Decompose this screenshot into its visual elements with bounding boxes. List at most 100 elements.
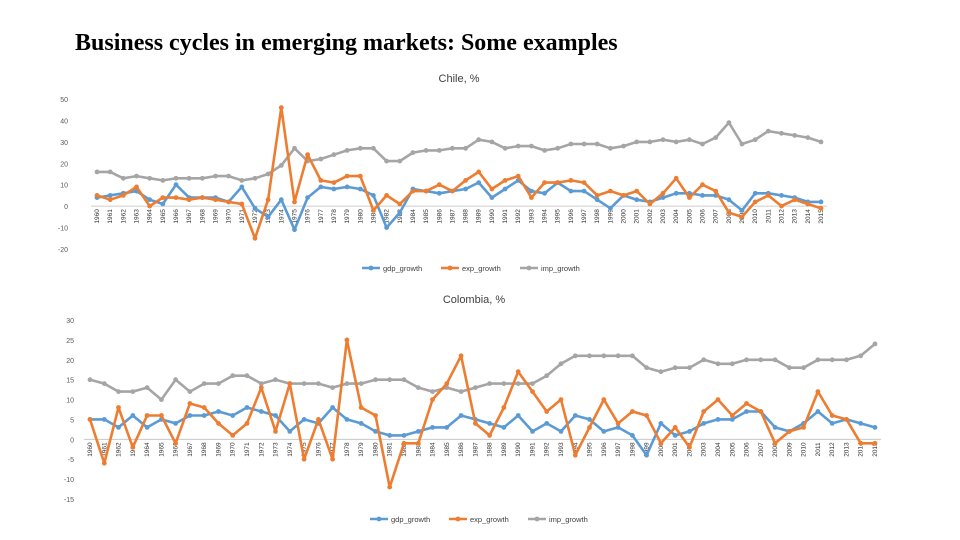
chile-x-tick-label: 1997 bbox=[581, 209, 588, 224]
colombia-point-gdp_growth bbox=[587, 417, 592, 422]
chile-point-exp_growth bbox=[371, 208, 376, 213]
colombia-legend-marker bbox=[376, 516, 382, 522]
chile-x-tick-label: 1983 bbox=[397, 209, 404, 224]
colombia-point-exp_growth bbox=[344, 337, 350, 343]
colombia-point-gdp_growth bbox=[101, 417, 107, 422]
colombia-point-imp_growth bbox=[815, 357, 821, 363]
colombia-point-imp_growth bbox=[244, 373, 250, 379]
colombia-x-tick-label: 2013 bbox=[843, 442, 850, 457]
chile-x-tick-label: 1979 bbox=[344, 209, 351, 224]
chile-point-gdp_growth bbox=[581, 188, 587, 194]
colombia-point-gdp_growth bbox=[615, 425, 621, 430]
colombia-point-imp_growth bbox=[473, 385, 478, 390]
chile-point-imp_growth bbox=[673, 139, 679, 145]
chile-point-imp_growth bbox=[239, 178, 245, 183]
colombia-point-exp_growth bbox=[473, 421, 478, 426]
colombia-point-gdp_growth bbox=[515, 413, 521, 418]
chile-x-tick-label: 2011 bbox=[765, 209, 772, 223]
colombia-x-tick-label: 1989 bbox=[501, 442, 508, 457]
colombia-point-exp_growth bbox=[615, 421, 621, 426]
chile-point-exp_growth bbox=[423, 188, 429, 194]
chile-x-tick-label: 2012 bbox=[779, 209, 786, 224]
chile-point-exp_growth bbox=[805, 201, 811, 207]
chile-point-imp_growth bbox=[226, 173, 232, 179]
chile-x-tick-label: 1960 bbox=[94, 209, 101, 224]
page-title: Business cycles in emerging markets: Som… bbox=[75, 30, 618, 56]
colombia-point-gdp_growth bbox=[401, 433, 407, 438]
chile-point-exp_growth bbox=[160, 195, 166, 200]
chile-point-exp_growth bbox=[621, 193, 626, 198]
colombia-point-imp_growth bbox=[572, 353, 578, 359]
colombia-point-exp_growth bbox=[801, 425, 806, 430]
colombia-point-exp_growth bbox=[87, 417, 93, 422]
chile-point-exp_growth bbox=[792, 197, 798, 203]
chile-point-gdp_growth bbox=[265, 214, 271, 220]
colombia-point-imp_growth bbox=[487, 381, 492, 386]
chile-point-gdp_growth bbox=[608, 205, 613, 211]
chile-point-imp_growth bbox=[199, 175, 205, 181]
colombia-x-tick-label: 2005 bbox=[729, 442, 736, 457]
chile-x-tick-label: 1978 bbox=[331, 209, 338, 224]
colombia-x-tick-label: 2012 bbox=[829, 442, 836, 457]
chile-point-exp_growth bbox=[213, 197, 218, 203]
colombia-point-gdp_growth bbox=[630, 433, 635, 438]
colombia-point-gdp_growth bbox=[858, 421, 864, 426]
colombia-point-exp_growth bbox=[159, 413, 164, 418]
colombia-x-tick-label: 2011 bbox=[815, 442, 822, 456]
colombia-point-gdp_growth bbox=[658, 421, 664, 426]
colombia-point-gdp_growth bbox=[601, 429, 607, 434]
colombia-point-exp_growth bbox=[330, 456, 335, 462]
colombia-point-gdp_growth bbox=[344, 417, 350, 422]
chile-point-gdp_growth bbox=[384, 225, 389, 231]
colombia-point-gdp_growth bbox=[330, 405, 335, 410]
colombia-point-imp_growth bbox=[601, 353, 607, 359]
chile-point-exp_growth bbox=[489, 186, 495, 192]
colombia-point-gdp_growth bbox=[287, 429, 293, 434]
chile-x-tick-label: 2002 bbox=[647, 209, 654, 224]
colombia-point-exp_growth bbox=[558, 397, 564, 402]
colombia-point-gdp_growth bbox=[644, 452, 649, 458]
chile-x-tick-label: 1993 bbox=[528, 209, 535, 224]
chile-point-imp_growth bbox=[739, 141, 745, 147]
chile-point-exp_growth bbox=[331, 180, 337, 185]
colombia-point-gdp_growth bbox=[872, 425, 878, 430]
colombia-point-imp_growth bbox=[644, 365, 649, 371]
colombia-point-imp_growth bbox=[558, 361, 564, 367]
colombia-point-gdp_growth bbox=[487, 421, 492, 426]
colombia-x-tick-label: 1986 bbox=[458, 442, 465, 457]
chile-point-gdp_growth bbox=[331, 186, 337, 192]
chile-point-imp_growth bbox=[502, 145, 508, 151]
chile-point-gdp_growth bbox=[752, 190, 758, 196]
colombia-x-tick-label: 1960 bbox=[87, 442, 94, 457]
chile-point-exp_growth bbox=[713, 188, 719, 194]
colombia-x-tick-label: 1975 bbox=[301, 442, 308, 457]
chile-point-gdp_growth bbox=[542, 190, 547, 196]
chile-x-tick-label: 1964 bbox=[147, 209, 154, 224]
chile-point-imp_growth bbox=[713, 135, 719, 140]
colombia-chart: Colombia, % -15 -10 -5 0 5 10 15 20 25 30 1960 1961 1… bbox=[64, 294, 881, 524]
colombia-point-exp_growth bbox=[515, 369, 521, 375]
colombia-point-imp_growth bbox=[630, 353, 635, 359]
chile-point-exp_growth bbox=[568, 178, 574, 183]
colombia-point-exp_growth bbox=[244, 421, 250, 426]
colombia-x-tick-label: 1994 bbox=[572, 442, 579, 457]
colombia-point-imp_growth bbox=[515, 381, 521, 386]
chile-point-gdp_growth bbox=[160, 201, 166, 207]
colombia-x-tick-label: 1999 bbox=[644, 442, 651, 457]
chile-x-tick-label: 2013 bbox=[792, 209, 799, 224]
colombia-point-gdp_growth bbox=[672, 433, 678, 438]
colombia-point-imp_growth bbox=[344, 381, 350, 386]
chile-point-imp_growth bbox=[726, 120, 732, 125]
colombia-x-tick-label: 1966 bbox=[173, 442, 180, 457]
colombia-x-tick-label: 1968 bbox=[201, 442, 208, 457]
chile-x-tick-label: 1975 bbox=[291, 209, 298, 224]
chile-series-line-imp_growth bbox=[97, 121, 822, 182]
chile-point-imp_growth bbox=[529, 143, 534, 149]
colombia-x-tick-label: 1980 bbox=[372, 442, 379, 457]
chile-point-exp_growth bbox=[542, 180, 547, 185]
colombia-point-exp_growth bbox=[130, 444, 136, 450]
colombia-point-gdp_growth bbox=[187, 413, 193, 418]
colombia-point-gdp_growth bbox=[301, 417, 307, 422]
colombia-point-gdp_growth bbox=[729, 417, 735, 422]
chile-point-gdp_growth bbox=[463, 186, 468, 192]
